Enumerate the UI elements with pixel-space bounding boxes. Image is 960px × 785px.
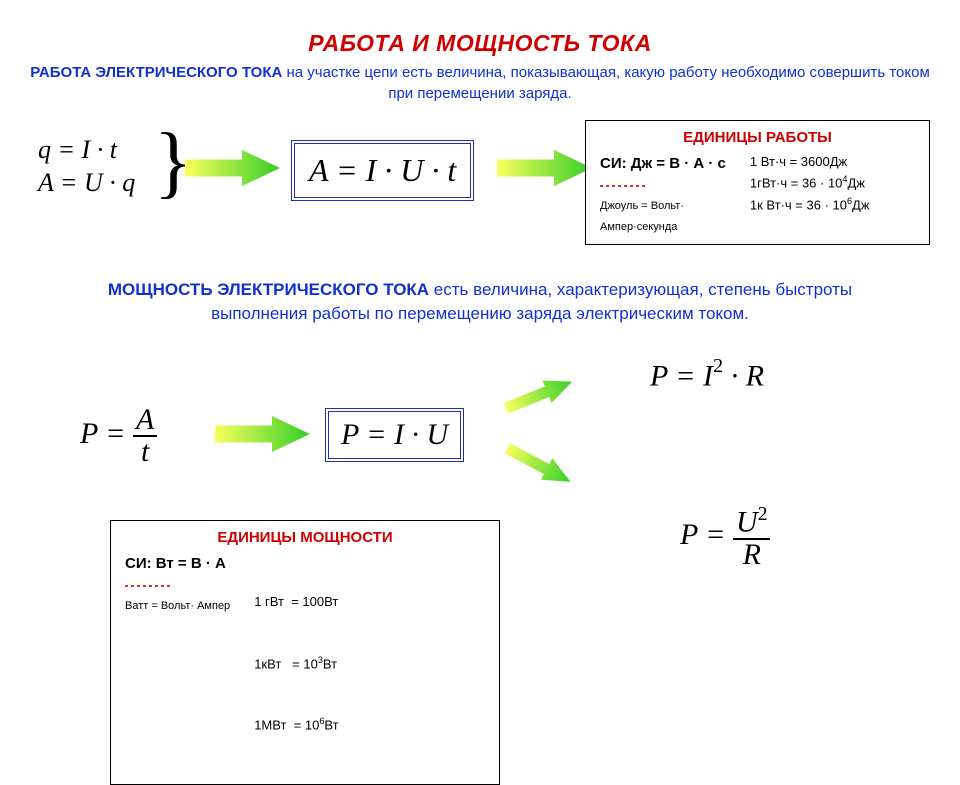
arrow-icon	[498, 433, 581, 496]
arrow-icon	[497, 147, 592, 189]
work-def-rest: на участке цепи есть величина, показываю…	[282, 64, 929, 102]
units-power-title: ЕДИНИЦЫ МОЩНОСТИ	[125, 529, 485, 546]
formula-power-src: P = At	[80, 405, 157, 467]
units-work-conv1: 1 Вт·ч = 3600Дж	[750, 152, 870, 172]
power-definition: МОЩНОСТЬ ЭЛЕКТРИЧЕСКОГО ТОКА есть величи…	[80, 278, 880, 326]
arrow-icon	[185, 147, 280, 189]
squiggle-icon	[125, 585, 171, 587]
formula-power-i2r: P = I2 · R	[650, 355, 764, 393]
units-power-si-col: СИ: Вт = В · А Ватт = Вольт· Ампер	[125, 552, 230, 776]
formula-power-main: P = I · U	[325, 408, 464, 462]
units-work-si-col: СИ: Дж = В · А · с Джоуль = Вольт· Ампер…	[600, 152, 726, 236]
units-power-conv2: 1кВт = 103Вт	[254, 653, 338, 674]
units-power-si-sub: Ватт = Вольт· Ампер	[125, 600, 230, 612]
units-power-si: СИ: Вт = В · А	[125, 552, 230, 575]
units-work-si: СИ: Дж = В · А · с	[600, 152, 726, 175]
units-power-conv1: 1 гВт = 100Вт	[254, 592, 338, 612]
units-work-si-sub: Джоуль = Вольт· Ампер·секунда	[600, 200, 684, 232]
work-def-lead: РАБОТА ЭЛЕКТРИЧЕСКОГО ТОКА	[30, 64, 282, 81]
units-power-conv-col: 1 гВт = 100Вт 1кВт = 103Вт 1МВт = 106Вт	[254, 552, 338, 776]
units-work-conv2: 1гВт·ч = 36 · 104Дж	[750, 172, 870, 193]
work-definition: РАБОТА ЭЛЕКТРИЧЕСКОГО ТОКА на участке це…	[30, 62, 930, 104]
units-power-conv3: 1МВт = 106Вт	[254, 714, 338, 735]
units-work-title: ЕДИНИЦЫ РАБОТЫ	[600, 129, 915, 146]
formula-power-u2r: P = U2R	[680, 505, 770, 570]
squiggle-icon	[600, 185, 646, 187]
formula-a-uq: A = U · q	[38, 168, 135, 198]
arrow-icon	[215, 413, 310, 455]
units-work-conv-col: 1 Вт·ч = 3600Дж 1гВт·ч = 36 · 104Дж 1к В…	[750, 152, 870, 236]
power-def-lead: МОЩНОСТЬ ЭЛЕКТРИЧЕСКОГО ТОКА	[108, 280, 429, 299]
units-work-conv3: 1к Вт·ч = 36 · 106Дж	[750, 194, 870, 215]
formula-work-main: A = I · U · t	[291, 140, 474, 201]
arrow-icon	[497, 366, 581, 423]
page-title: РАБОТА И МОЩНОСТЬ ТОКА	[0, 30, 960, 57]
formula-q: q = I · t	[38, 135, 117, 165]
units-power-box: ЕДИНИЦЫ МОЩНОСТИ СИ: Вт = В · А Ватт = В…	[110, 520, 500, 785]
units-work-box: ЕДИНИЦЫ РАБОТЫ СИ: Дж = В · А · с Джоуль…	[585, 120, 930, 245]
